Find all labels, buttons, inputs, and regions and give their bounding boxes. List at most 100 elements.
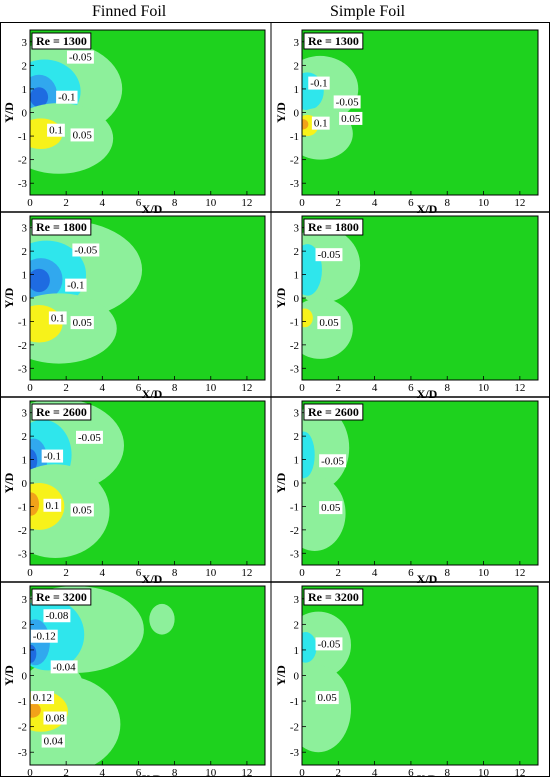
contour-region-4: [30, 449, 38, 473]
contour-label: 0.05: [318, 692, 338, 704]
contour-region-7: [30, 492, 40, 516]
y-tick-label: 1: [294, 270, 300, 282]
x-axis-title: X/D: [142, 772, 163, 777]
y-tick-label: -3: [18, 178, 28, 190]
x-tick-label: 0: [299, 197, 305, 209]
y-tick-label: 0: [22, 293, 28, 305]
contour-label: -0.05: [74, 244, 97, 256]
y-tick-label: 1: [22, 270, 28, 282]
contour-label: 0.1: [45, 500, 59, 512]
contour-label-bg: [43, 609, 71, 623]
x-tick-label: 6: [408, 197, 414, 209]
re-label-box: [303, 218, 364, 236]
y-tick-label: 2: [22, 619, 28, 631]
x-axis-title: X/D: [417, 772, 438, 777]
contour-region-4: [30, 268, 50, 293]
x-tick-label: 2: [336, 767, 342, 777]
contour-region-6: [30, 644, 37, 663]
re-label: Re = 1300: [308, 34, 359, 48]
contour-label-bg: [76, 430, 103, 444]
y-tick-label: -2: [290, 340, 299, 352]
contour-label-bg: [70, 503, 94, 517]
contour-label: -0.05: [318, 638, 341, 650]
contour-region-10: [30, 702, 41, 718]
y-axis-title: Y/D: [274, 287, 288, 308]
y-tick-label: 1: [294, 455, 300, 467]
y-tick-label: 0: [294, 293, 300, 305]
contour-label-bg: [315, 691, 339, 705]
contour-label-bg: [319, 501, 343, 515]
contour-region-1: [302, 227, 361, 303]
contour-region-2: [302, 632, 317, 663]
contour-label: -0.1: [44, 451, 61, 463]
column-title-finned-foil: Finned Foil: [92, 3, 167, 20]
y-tick-label: -2: [18, 722, 27, 734]
y-tick-label: 0: [294, 671, 300, 683]
y-tick-label: -3: [18, 747, 28, 759]
contour-label: -0.05: [69, 52, 92, 64]
contour-label-bg: [319, 454, 347, 468]
x-tick-label: 8: [172, 197, 178, 209]
y-tick-label: 3: [294, 37, 300, 49]
x-tick-label: 12: [241, 567, 252, 579]
contour-label-bg: [65, 278, 87, 292]
x-tick-label: 4: [100, 197, 106, 209]
y-tick-label: 3: [22, 223, 28, 235]
contour-region-1: [302, 405, 350, 491]
y-axis-title: Y/D: [274, 102, 288, 123]
y-tick-label: 1: [294, 645, 300, 657]
x-tick-label: 4: [372, 767, 378, 777]
y-tick-label: 2: [294, 431, 300, 443]
contour-label-bg: [48, 311, 67, 325]
contour-label-bg: [315, 248, 343, 262]
contour-label: -0.05: [78, 432, 101, 444]
x-tick-label: 12: [514, 382, 525, 394]
x-tick-label: 0: [299, 767, 305, 777]
x-tick-label: 0: [27, 767, 33, 777]
contour-label-bg: [70, 316, 94, 330]
x-axis-title: X/D: [417, 202, 438, 216]
y-tick-label: 0: [22, 478, 28, 490]
x-axis-title: X/D: [142, 572, 163, 586]
y-tick-label: -3: [18, 363, 28, 375]
x-tick-label: 4: [100, 767, 106, 777]
x-tick-label: 6: [136, 767, 142, 777]
x-tick-label: 2: [63, 197, 69, 209]
y-tick-label: -1: [290, 501, 299, 513]
contour-region-8: [93, 711, 112, 732]
re-label: Re = 1300: [36, 34, 87, 48]
y-tick-label: 3: [294, 223, 300, 235]
contour-region-5: [302, 119, 309, 130]
contour-label: 0.05: [73, 129, 93, 141]
x-tick-label: 8: [172, 767, 178, 777]
x-tick-label: 10: [205, 382, 217, 394]
x-tick-label: 6: [408, 382, 414, 394]
y-tick-label: -3: [290, 178, 300, 190]
y-tick-label: 2: [294, 619, 300, 631]
x-tick-label: 8: [172, 382, 178, 394]
y-tick-label: 2: [22, 60, 28, 72]
x-tick-label: 10: [205, 767, 217, 777]
x-tick-label: 2: [336, 197, 342, 209]
contour-region-2: [149, 603, 175, 635]
x-tick-label: 0: [299, 567, 305, 579]
y-tick-label: -3: [290, 363, 300, 375]
y-tick-label: 2: [22, 246, 28, 258]
x-tick-label: 8: [172, 567, 178, 579]
x-tick-label: 2: [63, 382, 69, 394]
contour-label-bg: [333, 95, 361, 109]
contour-label: 0.12: [33, 692, 52, 704]
y-tick-label: 1: [22, 84, 28, 96]
x-tick-label: 10: [205, 197, 217, 209]
y-tick-label: -2: [290, 722, 299, 734]
x-axis-title: X/D: [417, 572, 438, 586]
y-tick-label: 1: [22, 645, 28, 657]
x-tick-label: 2: [336, 382, 342, 394]
contour-label: -0.1: [67, 280, 84, 292]
column-title-simple-foil: Simple Foil: [330, 3, 406, 20]
contour-label-bg: [43, 498, 62, 512]
contour-label-bg: [311, 116, 330, 130]
